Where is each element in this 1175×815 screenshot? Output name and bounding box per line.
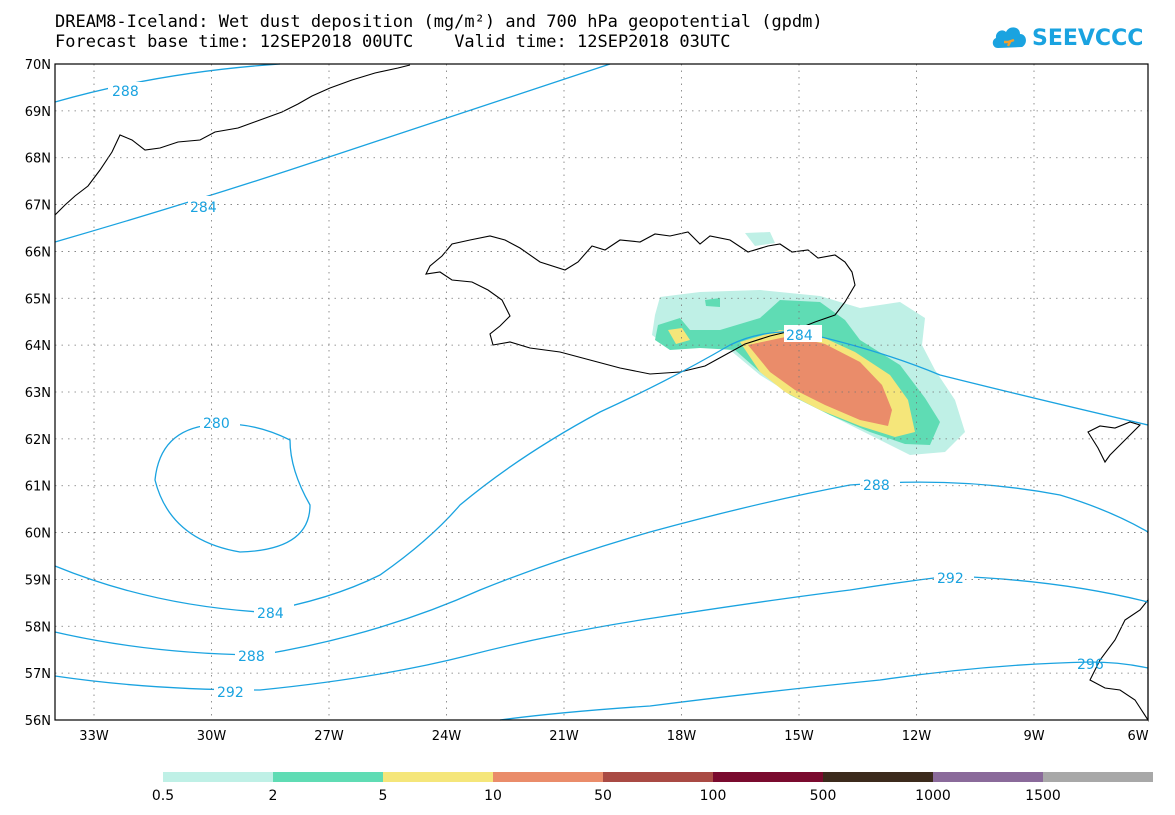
lat-label: 65N	[25, 292, 51, 307]
lat-label: 56N	[25, 714, 51, 729]
graticule	[55, 64, 1148, 720]
greenland-coast	[54, 64, 411, 216]
colorbar-swatch	[713, 772, 823, 782]
contour-label: 284	[257, 606, 284, 622]
lon-label: 6W	[1127, 729, 1148, 744]
colorbar-label: 50	[594, 788, 612, 804]
lat-label: 59N	[25, 573, 51, 588]
colorbar-label: 500	[810, 788, 837, 804]
logo-text: SEEVCCC	[1032, 26, 1144, 51]
contour-288-south	[54, 481, 1149, 656]
lon-label: 33W	[79, 729, 109, 744]
colorbar-label: 1500	[1025, 788, 1061, 804]
colorbar-swatch	[603, 772, 713, 782]
coastlines	[54, 64, 1149, 722]
deposition-0.5-b	[745, 232, 775, 246]
contour-280-loop	[154, 423, 311, 553]
contour-label: 292	[937, 571, 964, 587]
lat-label: 64N	[25, 339, 51, 354]
valid-time: Valid time: 12SEP2018 03UTC	[454, 32, 731, 52]
colorbar: 0.5 2 5 10 50 100 500 1000 1500	[152, 772, 1153, 804]
contour-label: 288	[112, 84, 139, 100]
colorbar-swatch	[383, 772, 493, 782]
colorbar-swatch	[493, 772, 603, 782]
contour-label: 280	[203, 416, 230, 432]
latitude-labels: 70N 69N 68N 67N 66N 65N 64N 63N 62N 61N 60N 59N 58N 5…	[25, 58, 51, 729]
deposition-shading	[652, 232, 965, 455]
colorbar-label: 1000	[915, 788, 951, 804]
contour-label: 288	[238, 649, 265, 665]
lat-label: 62N	[25, 433, 51, 448]
deposition-10	[748, 336, 892, 426]
lat-label: 63N	[25, 386, 51, 401]
colorbar-label: 2	[269, 788, 278, 804]
colorbar-swatch	[933, 772, 1043, 782]
lat-label: 70N	[25, 58, 51, 73]
deposition-2-b	[705, 298, 720, 307]
contour-label: 284	[786, 328, 813, 344]
faroe-coast	[1087, 421, 1142, 464]
lat-label: 58N	[25, 620, 51, 635]
lon-label: 27W	[314, 729, 344, 744]
colorbar-swatch	[1043, 772, 1153, 782]
lat-label: 67N	[25, 199, 51, 214]
map-frame	[54, 63, 1149, 721]
contour-labels: 288 284 280 284 288 292 288 292 296 284	[108, 82, 1104, 701]
lon-label: 18W	[667, 729, 697, 744]
colorbar-swatch	[273, 772, 383, 782]
lon-label: 9W	[1023, 729, 1044, 744]
colorbar-label: 10	[484, 788, 502, 804]
lon-label: 15W	[784, 729, 814, 744]
seevccc-logo: SEEVCCC	[990, 20, 1144, 58]
forecast-base-time: Forecast base time: 12SEP2018 00UTC	[55, 32, 414, 52]
map-title: DREAM8-Iceland: Wet dust deposition (mg/…	[55, 12, 823, 32]
contour-284-main	[54, 331, 1149, 613]
cloud-icon	[992, 27, 1026, 48]
colorbar-label: 100	[700, 788, 727, 804]
lon-label: 12W	[902, 729, 932, 744]
contour-label: 292	[217, 685, 244, 701]
time-info: Forecast base time: 12SEP2018 00UTC Vali…	[55, 33, 731, 51]
lat-label: 57N	[25, 667, 51, 682]
contour-label: 284	[190, 200, 217, 216]
lat-label: 61N	[25, 480, 51, 495]
contour-284-north	[54, 63, 611, 243]
contour-label: 288	[863, 478, 890, 494]
longitude-labels: 33W 30W 27W 24W 21W 18W 15W 12W 9W 6W	[79, 729, 1148, 744]
lat-label: 66N	[25, 245, 51, 260]
colorbar-swatch	[823, 772, 933, 782]
contour-296	[499, 661, 1149, 721]
lon-label: 30W	[197, 729, 227, 744]
contour-288-north	[54, 63, 281, 103]
iceland-coast	[425, 231, 856, 375]
colorbar-label: 0.5	[152, 788, 174, 804]
colorbar-label: 5	[379, 788, 388, 804]
lat-label: 69N	[25, 105, 51, 120]
contour-label: 296	[1077, 657, 1104, 673]
lon-label: 21W	[549, 729, 579, 744]
colorbar-swatch	[163, 772, 273, 782]
lon-label: 24W	[432, 729, 462, 744]
lat-label: 68N	[25, 152, 51, 167]
lat-label: 60N	[25, 527, 51, 542]
